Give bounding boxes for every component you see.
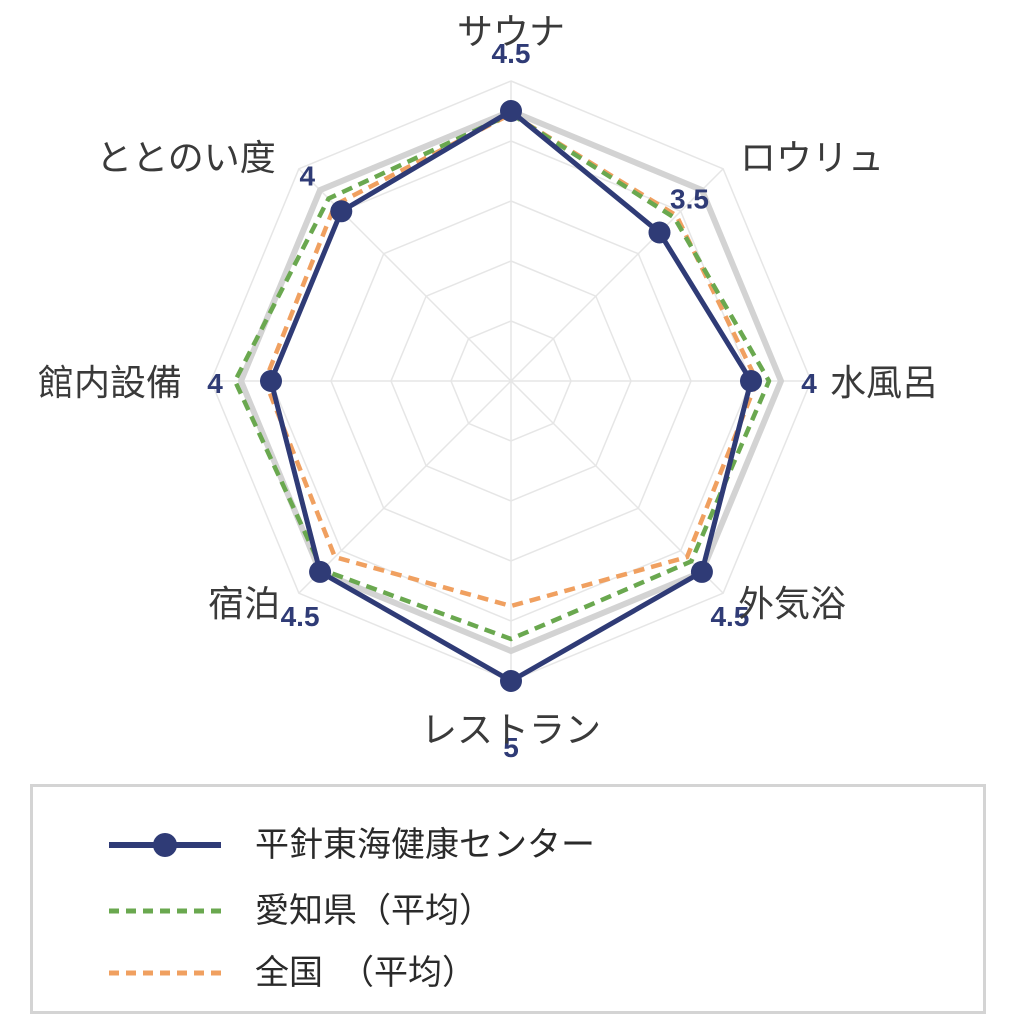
series-line-1 — [232, 111, 772, 642]
legend: 平針東海健康センター 愛知県（平均） 全国 （平均） — [30, 784, 986, 1014]
axis-label-4: レストラン — [421, 710, 601, 751]
value-label-1: 3.5 — [670, 184, 709, 215]
series-point-0-6 — [260, 370, 282, 392]
legend-item-national: 全国 （平均） — [33, 943, 983, 1003]
axis-label-2: 水風呂 — [830, 363, 938, 404]
legend-item-center: 平針東海健康センター — [33, 815, 983, 875]
value-label-2: 4 — [801, 368, 817, 399]
legend-swatch-green — [109, 908, 221, 914]
axis-label-6: 館内設備 — [38, 363, 182, 404]
axis-label-7: ととのい度 — [96, 138, 276, 179]
legend-swatch-solid — [109, 833, 221, 857]
axis-label-3: 外気浴 — [738, 584, 846, 625]
reference-ring — [237, 107, 785, 655]
legend-swatch-orange — [109, 970, 221, 976]
value-label-6: 4 — [207, 368, 223, 399]
series-point-0-7 — [330, 200, 353, 223]
value-label-4: 5 — [503, 732, 519, 763]
grid-spoke-5 — [298, 380, 512, 594]
series-point-0-1 — [648, 221, 671, 244]
series-point-0-3 — [690, 560, 713, 583]
legend-label-aichi: 愛知県（平均） — [255, 891, 493, 931]
axis-label-1: ロウリュ — [740, 138, 884, 179]
series-point-0-0 — [500, 100, 522, 122]
series-point-0-2 — [740, 370, 762, 392]
legend-label-national: 全国 （平均） — [255, 953, 476, 993]
value-label-3: 4.5 — [710, 601, 749, 632]
series-point-0-5 — [309, 560, 332, 583]
axis-label-0: サウナ — [457, 12, 565, 53]
value-label-7: 4 — [300, 160, 316, 191]
grid-spoke-1 — [510, 168, 724, 382]
value-label-5: 4.5 — [281, 601, 320, 632]
axis-label-5: 宿泊 — [208, 584, 280, 625]
legend-label-center: 平針東海健康センター — [255, 825, 595, 865]
series-point-0-4 — [500, 670, 522, 692]
legend-item-aichi: 愛知県（平均） — [33, 881, 983, 941]
value-label-0: 4.5 — [492, 38, 531, 69]
